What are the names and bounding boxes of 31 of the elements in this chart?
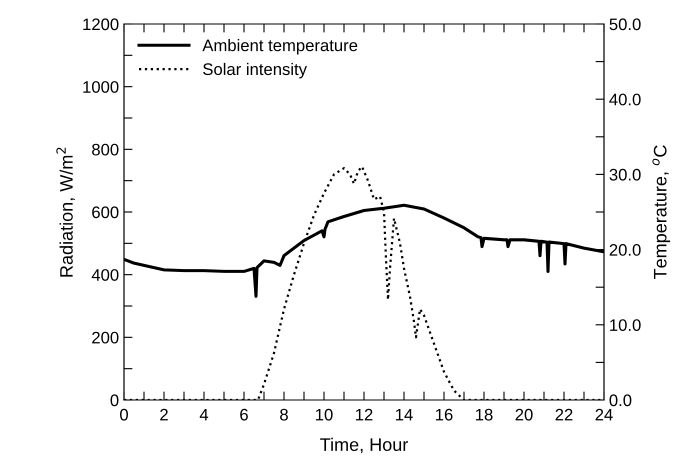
y2-axis-title: Temperature, $^{o}$C — [652, 145, 670, 280]
y2-tick-label: 0.0 — [610, 394, 632, 406]
y-tick-label: 400 — [92, 269, 118, 281]
x-tick-label: 24 — [596, 408, 613, 420]
x-tick-label: 16 — [436, 408, 453, 421]
x-tick-label: 22 — [556, 408, 572, 420]
y-axis-title: Radiation, W/m$^{2}$ — [56, 148, 75, 277]
x-tick-label: 8 — [280, 408, 288, 421]
y-tick-label: 1200 — [83, 18, 118, 30]
y-tick-label: 0 — [110, 394, 118, 406]
x-tick-label: 10 — [316, 408, 333, 421]
y2-tick-label: 20.0 — [610, 244, 641, 256]
y-tick-label: 1000 — [83, 81, 118, 93]
x-axis-title: Time, Hour — [320, 438, 408, 454]
legend-label: Ambient temperature — [202, 39, 358, 55]
y2-tick-label: 10.0 — [610, 319, 641, 332]
x-tick-label: 6 — [240, 408, 248, 421]
y2-tick-label: 40.0 — [609, 94, 641, 106]
x-tick-label: 14 — [396, 408, 413, 420]
x-tick-label: 4 — [200, 408, 208, 420]
x-tick-label: 12 — [356, 408, 372, 420]
y2-tick-label: 30.0 — [609, 168, 641, 181]
x-tick-label: 18 — [476, 408, 493, 421]
y-tick-label: 200 — [92, 332, 118, 344]
y-tick-label: 600 — [92, 206, 118, 218]
y-tick-label: 800 — [92, 144, 118, 156]
y2-tick-label: 50.0 — [610, 18, 641, 30]
x-tick-label: 2 — [160, 408, 168, 420]
x-tick-label: 20 — [516, 408, 533, 421]
x-tick-label: 0 — [120, 408, 128, 421]
legend-label: Solar intensity — [203, 62, 307, 78]
